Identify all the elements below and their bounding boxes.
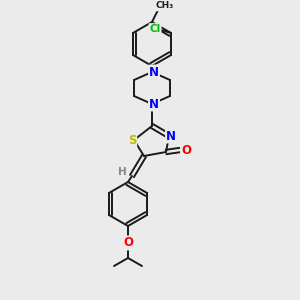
Text: Cl: Cl	[149, 24, 161, 34]
Text: S: S	[128, 134, 136, 146]
Text: CH₃: CH₃	[156, 2, 174, 10]
Text: N: N	[149, 65, 159, 79]
Text: N: N	[166, 130, 176, 142]
Text: H: H	[118, 167, 126, 177]
Text: N: N	[149, 98, 159, 110]
Text: O: O	[123, 236, 133, 250]
Text: O: O	[181, 143, 191, 157]
